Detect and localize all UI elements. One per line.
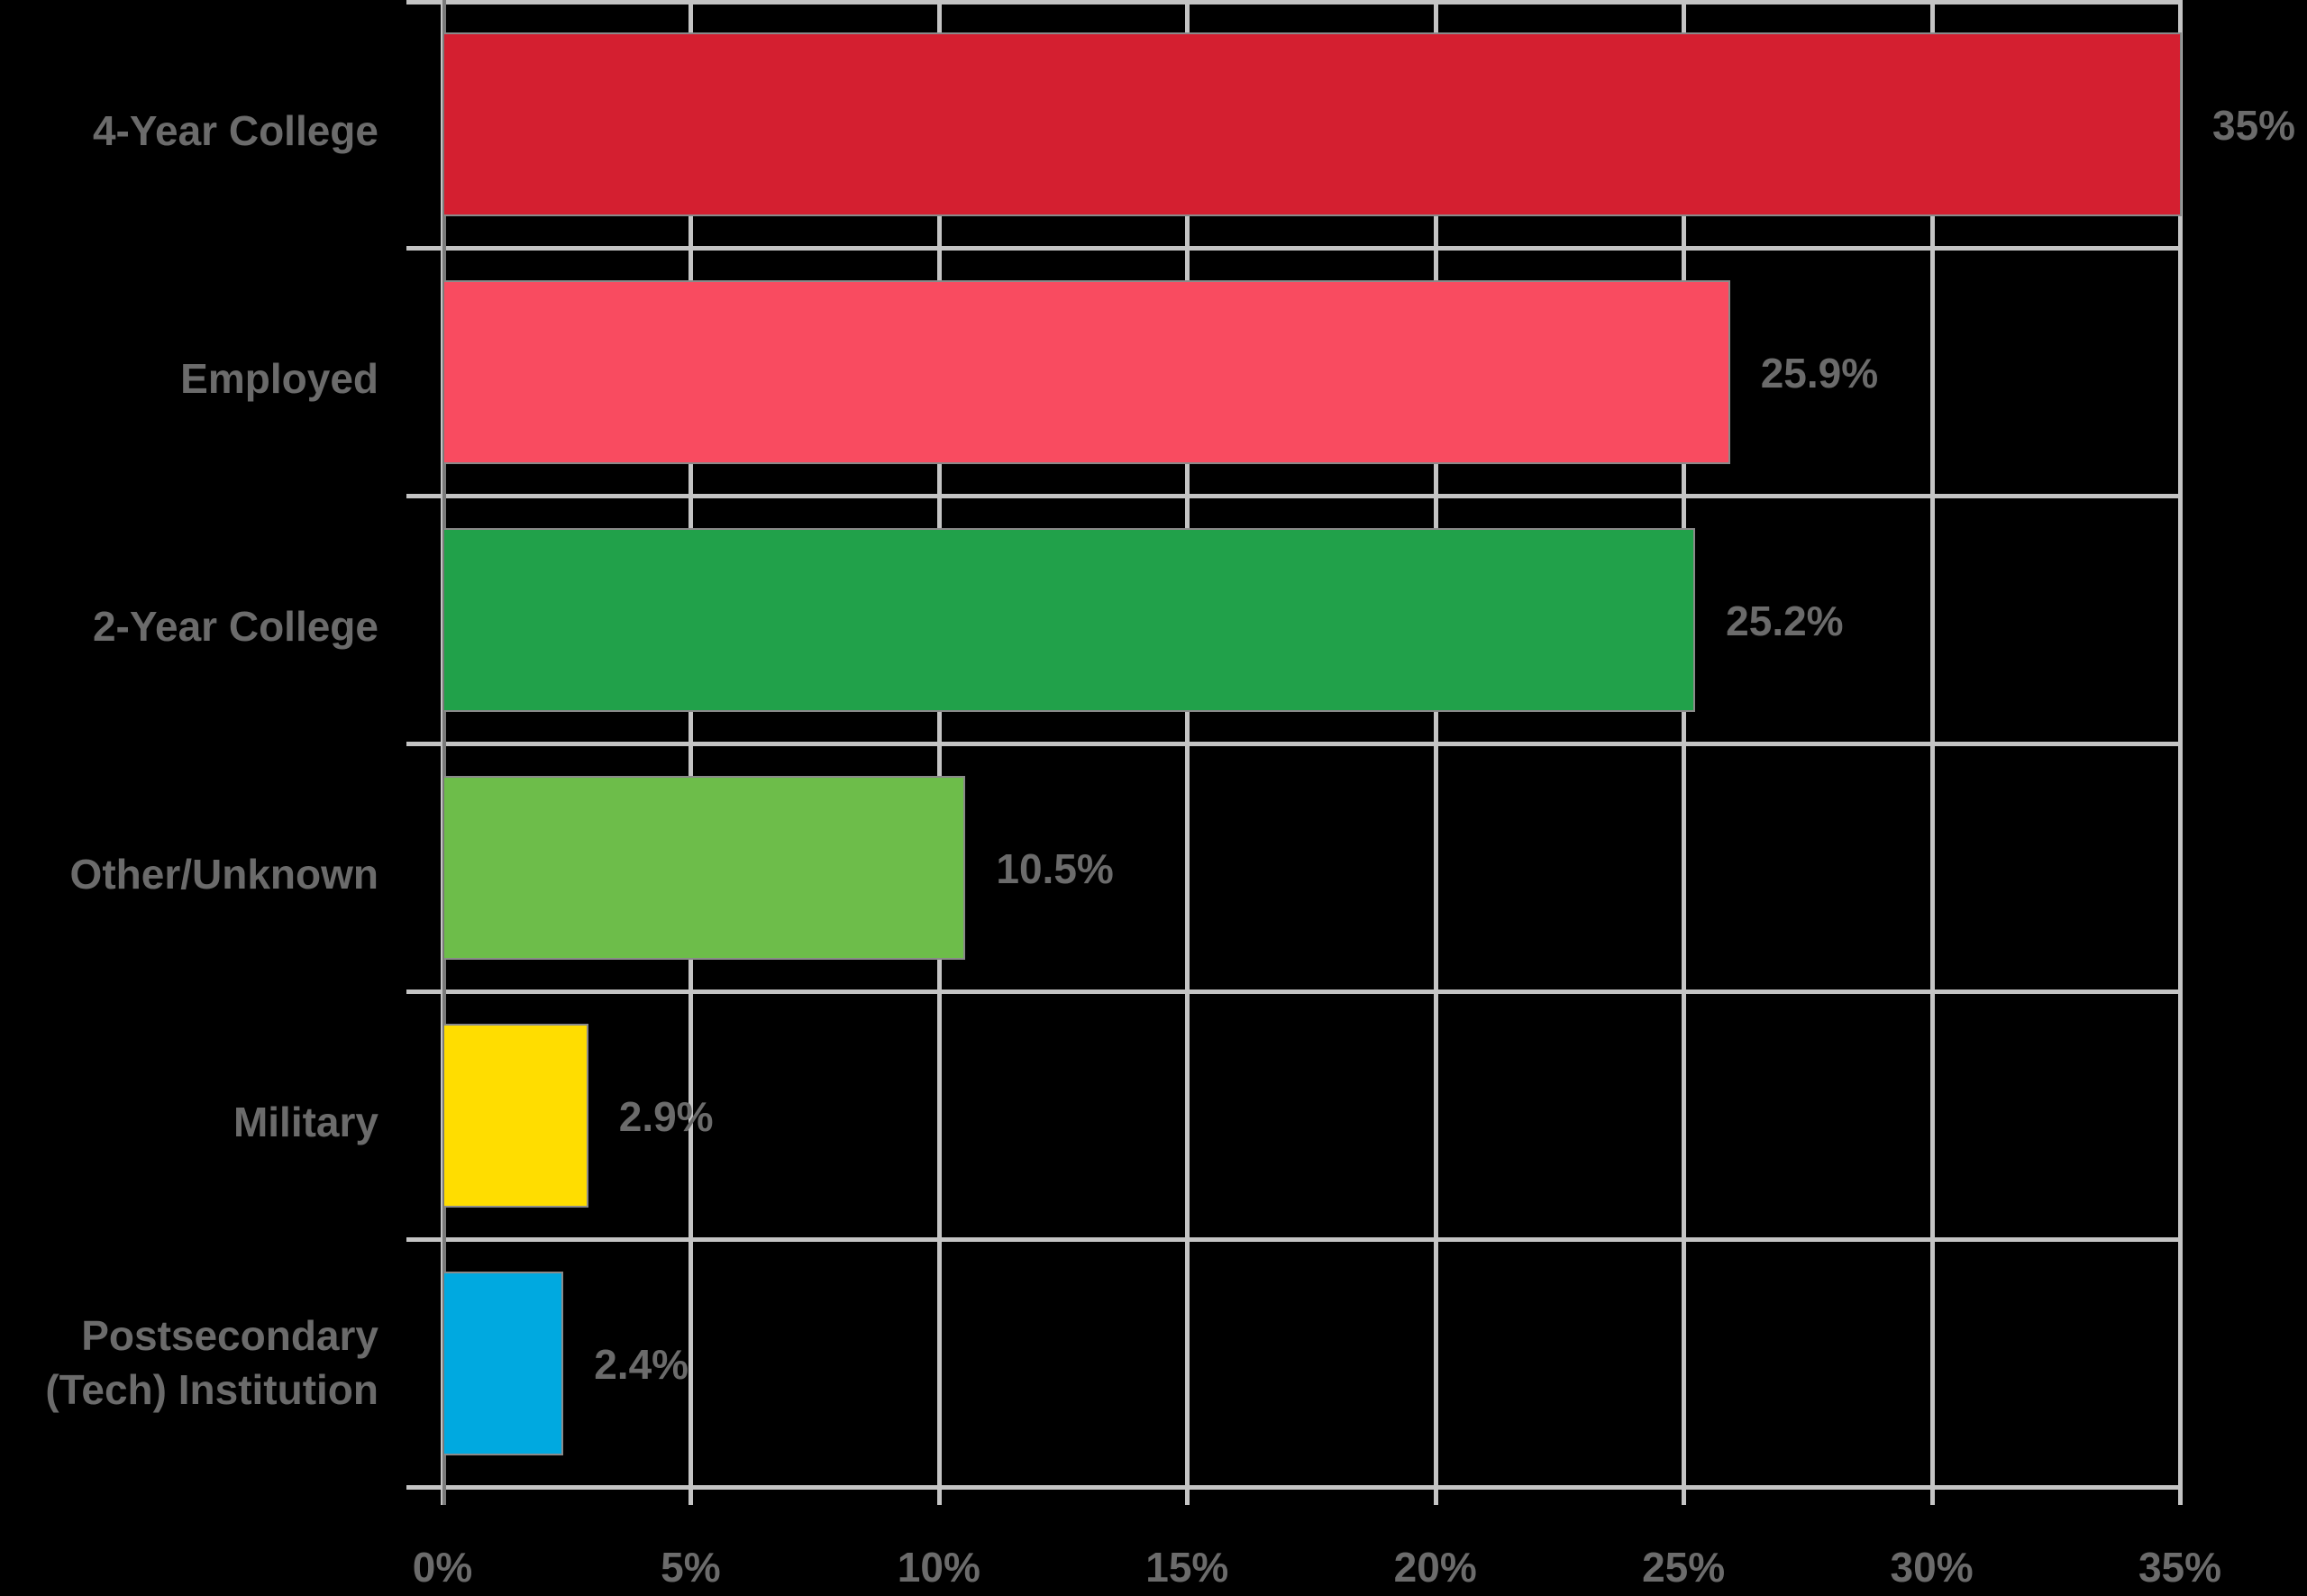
x-tick-label: 0%	[412, 1544, 473, 1591]
value-label: 10.5%	[996, 845, 1114, 892]
x-tick-label: 25%	[1642, 1544, 1726, 1591]
bar	[444, 1272, 564, 1455]
y-axis-line	[442, 0, 446, 1505]
gridline-vertical	[1929, 0, 1935, 1505]
category-label: 2-Year College	[92, 603, 378, 650]
x-tick-label: 30%	[1890, 1544, 1974, 1591]
bar	[444, 528, 1696, 712]
value-label: 2.4%	[594, 1341, 689, 1388]
gridline-vertical	[2178, 0, 2183, 1505]
category-label: Military	[233, 1099, 378, 1145]
x-tick-label: 10%	[897, 1544, 980, 1591]
category-label: Postsecondary (Tech) Institution	[45, 1312, 378, 1413]
gridline-vertical	[1682, 0, 1687, 1505]
bar	[444, 280, 1730, 464]
x-tick-label: 5%	[661, 1544, 721, 1591]
value-label: 25.2%	[1726, 597, 1844, 644]
x-tick-label: 15%	[1145, 1544, 1229, 1591]
bar	[444, 32, 2182, 216]
gridline-horizontal	[406, 1237, 2180, 1242]
gridline-vertical	[688, 0, 694, 1505]
category-label: 4-Year College	[92, 107, 378, 154]
x-tick-label: 20%	[1393, 1544, 1477, 1591]
gridline-horizontal	[406, 742, 2180, 746]
gridline-horizontal	[406, 1485, 2180, 1490]
gridline-vertical	[1185, 0, 1190, 1505]
gridline-horizontal	[406, 0, 2180, 5]
value-label: 35%	[2212, 102, 2296, 149]
gridline-horizontal	[406, 990, 2180, 994]
gridline-horizontal	[406, 494, 2180, 498]
category-label: Employed	[180, 355, 378, 402]
gridline-vertical	[1433, 0, 1438, 1505]
category-label: Other/Unknown	[69, 851, 378, 898]
gridline-vertical	[936, 0, 942, 1505]
value-label: 2.9%	[618, 1093, 714, 1140]
gridline-horizontal	[406, 246, 2180, 251]
plot-area	[406, 0, 2183, 1505]
x-tick-label: 35%	[2138, 1544, 2222, 1591]
bar	[444, 1024, 588, 1208]
value-label: 25.9%	[1760, 350, 1879, 397]
bar	[444, 776, 966, 960]
